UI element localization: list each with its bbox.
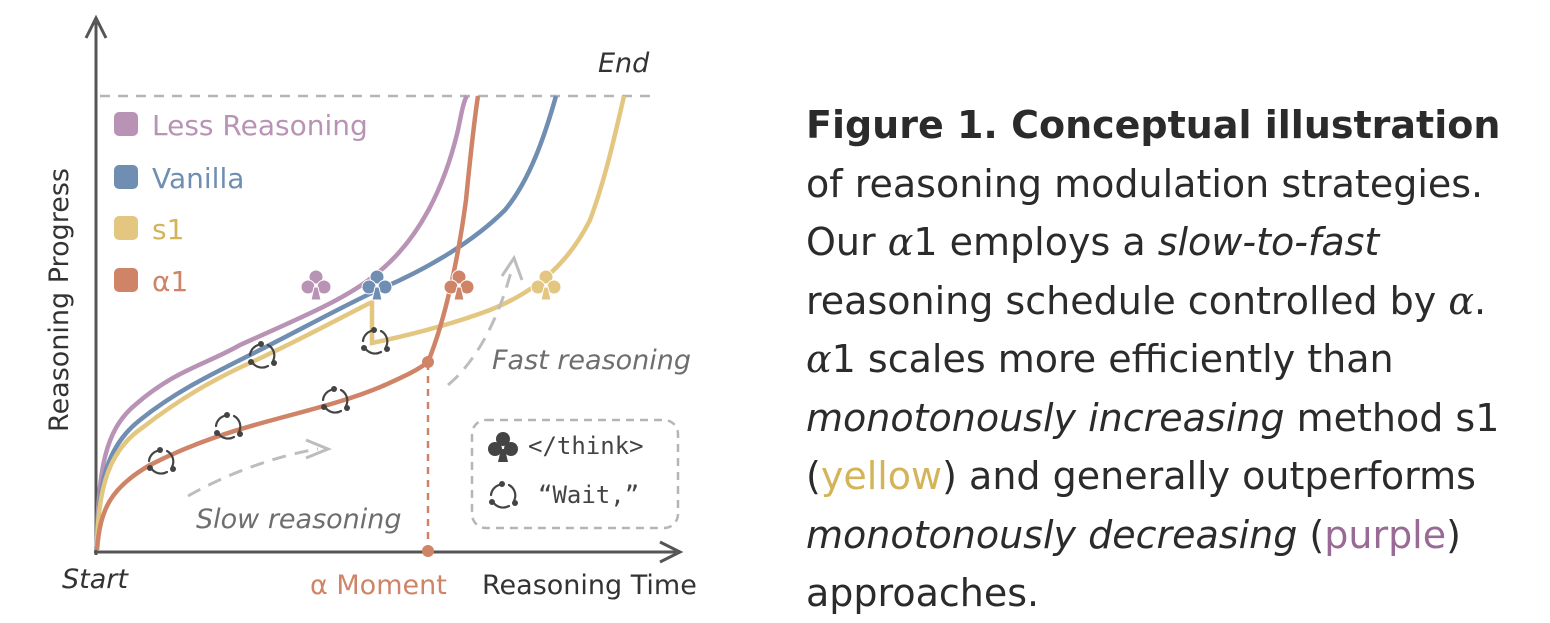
key-box: </think> “Wait,” [470, 418, 680, 530]
alpha-moment-upper-dot [422, 356, 434, 368]
fast-reasoning-label: Fast reasoning [492, 345, 691, 376]
club-icon-less-reasoning [300, 269, 332, 301]
slow-reasoning-arrowhead [305, 438, 332, 460]
fast-reasoning-arrowhead [500, 254, 524, 281]
caption-title: Figure 1. Conceptual illustration [806, 103, 1501, 147]
alpha-moment-label: α Moment [310, 570, 447, 601]
caption-alpha-1: α [887, 220, 914, 264]
alpha-moment-lower-dot [422, 545, 434, 557]
legend-label-s1: s1 [152, 213, 184, 246]
legend-label-less-reasoning: Less Reasoning [152, 109, 368, 142]
caption-text-7: ) and generally outperforms [942, 454, 1476, 498]
slow-reasoning-arrow [187, 447, 319, 498]
legend: Less Reasoning Vanilla s1 α1 [114, 109, 368, 298]
curve-vanilla [94, 95, 559, 547]
x-axis-label: Reasoning Time [482, 570, 697, 601]
caption-alpha-3: α [806, 337, 832, 381]
think-token-text: </think> [528, 432, 644, 460]
legend-swatch-less-reasoning [114, 112, 138, 136]
caption-text-6: method s1 ( [806, 395, 1500, 499]
end-label: End [598, 48, 650, 79]
caption-text-3: reasoning schedule controlled by [806, 278, 1449, 323]
club-icon-s1 [530, 269, 562, 301]
legend-label-alpha1: α1 [152, 265, 188, 298]
caption-yellow: yellow [820, 454, 943, 498]
legend-swatch-vanilla [114, 165, 138, 189]
figure-caption: Figure 1. Conceptual illustration of rea… [806, 96, 1526, 623]
caption-monotonously-decreasing: monotonously decreasing [806, 512, 1298, 557]
slow-reasoning-label: Slow reasoning [196, 504, 402, 535]
caption-text-4: . [1474, 278, 1487, 323]
caption-text-1: of reasoning modulation strategies. Our [806, 161, 1484, 265]
key-box-border [470, 418, 680, 530]
axes [84, 14, 684, 564]
reasoning-diagram: Reasoning Progress Reasoning Time Start … [44, 14, 697, 601]
x-axis-arrow [659, 540, 684, 564]
start-label: Start [62, 564, 129, 595]
caption-text-9: ) approaches. [806, 512, 1461, 616]
caption-slow-to-fast: slow-to-fast [1157, 220, 1380, 264]
caption-text-8: ( [1297, 512, 1325, 557]
caption-purple: purple [1324, 512, 1447, 557]
y-axis-arrow [84, 14, 108, 39]
caption-monotonously-increasing: monotonously increasing [806, 395, 1285, 440]
caption-alpha-2: α [1448, 278, 1475, 323]
legend-swatch-alpha1 [114, 268, 138, 292]
fast-reasoning-arrow [447, 267, 514, 387]
caption-text-2: 1 employs a [913, 220, 1158, 264]
curve-less-reasoning [94, 94, 469, 546]
caption-text-5: 1 scales more efficiently than [831, 337, 1394, 381]
curve-s1 [94, 95, 627, 548]
wait-token-text: “Wait,” [538, 481, 639, 509]
legend-swatch-s1 [114, 216, 138, 240]
y-axis-label: Reasoning Progress [44, 168, 75, 432]
legend-label-vanilla: Vanilla [152, 162, 244, 195]
